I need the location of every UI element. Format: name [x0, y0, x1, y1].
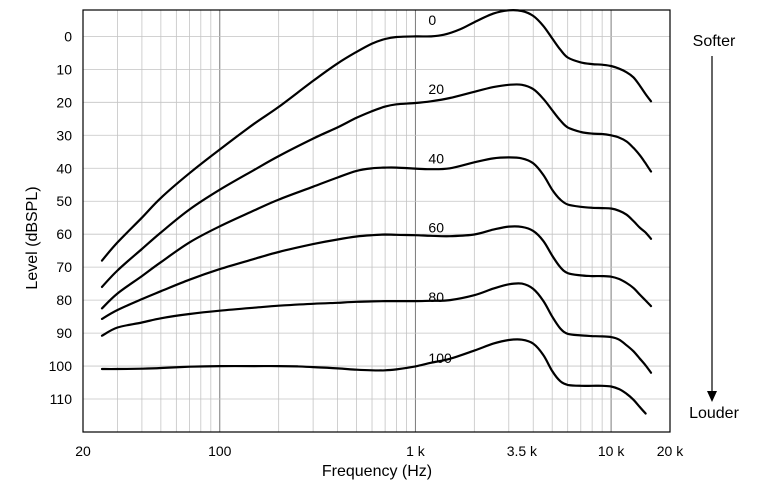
y-tick-label: 70: [56, 259, 72, 275]
x-tick-label: 1 k: [406, 443, 426, 459]
x-tick-label: 20: [75, 443, 91, 459]
louder-label: Louder: [689, 405, 739, 422]
softer-label: Softer: [693, 33, 736, 50]
y-tick-label: 80: [56, 292, 72, 308]
y-tick-label: 60: [56, 226, 72, 242]
y-tick-label: 20: [56, 94, 72, 110]
x-tick-label: 10 k: [598, 443, 625, 459]
down-arrow-icon: [707, 391, 717, 402]
chart-grid: [83, 10, 670, 432]
x-tick-label: 20 k: [657, 443, 684, 459]
y-tick-label: 100: [49, 358, 73, 374]
y-tick-label: 40: [56, 160, 72, 176]
x-tick-label: 100: [208, 443, 232, 459]
curve-100: [100, 338, 647, 415]
curve-label-40: 40: [428, 150, 444, 166]
y-tick-label: 50: [56, 193, 72, 209]
curve-40: [100, 156, 653, 310]
curve-label-60: 60: [428, 220, 444, 236]
x-tick-label: 3.5 k: [507, 443, 538, 459]
curve-label-0: 0: [428, 12, 436, 28]
curve-label-20: 20: [428, 81, 444, 97]
curves: 0 20 40 60 80 100: [100, 9, 653, 415]
x-axis: 20 100 1 k 3.5 k 10 k 20 k: [75, 443, 684, 459]
y-axis-label: Level (dBSPL): [24, 186, 41, 289]
curve-20: [100, 83, 653, 288]
y-tick-label: 0: [64, 28, 72, 44]
curve-label-100: 100: [428, 350, 452, 366]
curve-0: [100, 9, 653, 262]
y-tick-label: 30: [56, 127, 72, 143]
plot-area: [82, 9, 671, 433]
curve-label-80: 80: [428, 289, 444, 305]
y-tick-label: 10: [56, 61, 72, 77]
curve-60: [100, 225, 653, 320]
y-tick-label: 110: [50, 391, 73, 407]
curve-80: [100, 282, 653, 374]
y-axis: 0 10 20 30 40 50 60 70 80 90 100 110: [49, 28, 73, 407]
y-tick-label: 90: [56, 325, 72, 341]
x-axis-label: Frequency (Hz): [322, 463, 432, 480]
